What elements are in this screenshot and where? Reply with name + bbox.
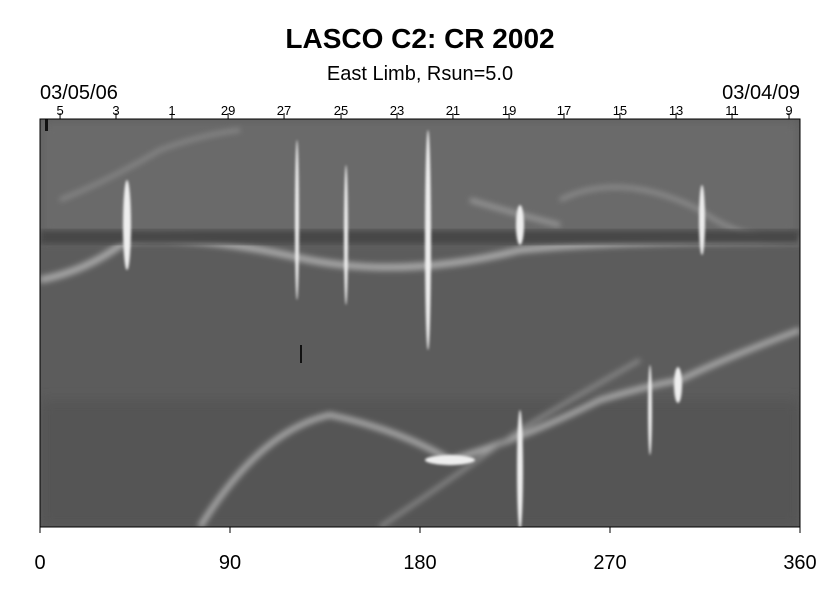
top-tick-label: 13 bbox=[669, 103, 683, 118]
top-tick-label: 29 bbox=[221, 103, 235, 118]
x-tick-label: 90 bbox=[219, 552, 241, 574]
top-tick-label: 19 bbox=[502, 103, 516, 118]
x-tick-label: 360 bbox=[783, 552, 816, 574]
top-tick-label: 1 bbox=[168, 103, 175, 118]
chart-subtitle: East Limb, Rsun=5.0 bbox=[327, 63, 513, 85]
top-tick-label: 15 bbox=[613, 103, 627, 118]
top-tick-label: 25 bbox=[334, 103, 348, 118]
top-tick-label: 5 bbox=[56, 103, 63, 118]
top-tick-label: 17 bbox=[557, 103, 571, 118]
end-date: 03/04/09 bbox=[722, 82, 800, 104]
chart-title: LASCO C2: CR 2002 bbox=[285, 23, 554, 54]
start-date: 03/05/06 bbox=[40, 82, 118, 104]
top-tick-label: 11 bbox=[725, 103, 739, 118]
x-tick-label: 270 bbox=[593, 552, 626, 574]
top-tick-label: 21 bbox=[446, 103, 460, 118]
x-tick-label: 0 bbox=[34, 552, 45, 574]
synoptic-image bbox=[40, 119, 800, 527]
top-tick-label: 23 bbox=[390, 103, 404, 118]
top-tick-label: 3 bbox=[112, 103, 119, 118]
top-tick-label: 9 bbox=[785, 103, 792, 118]
top-tick-label: 27 bbox=[277, 103, 291, 118]
x-tick-label: 180 bbox=[403, 552, 436, 574]
